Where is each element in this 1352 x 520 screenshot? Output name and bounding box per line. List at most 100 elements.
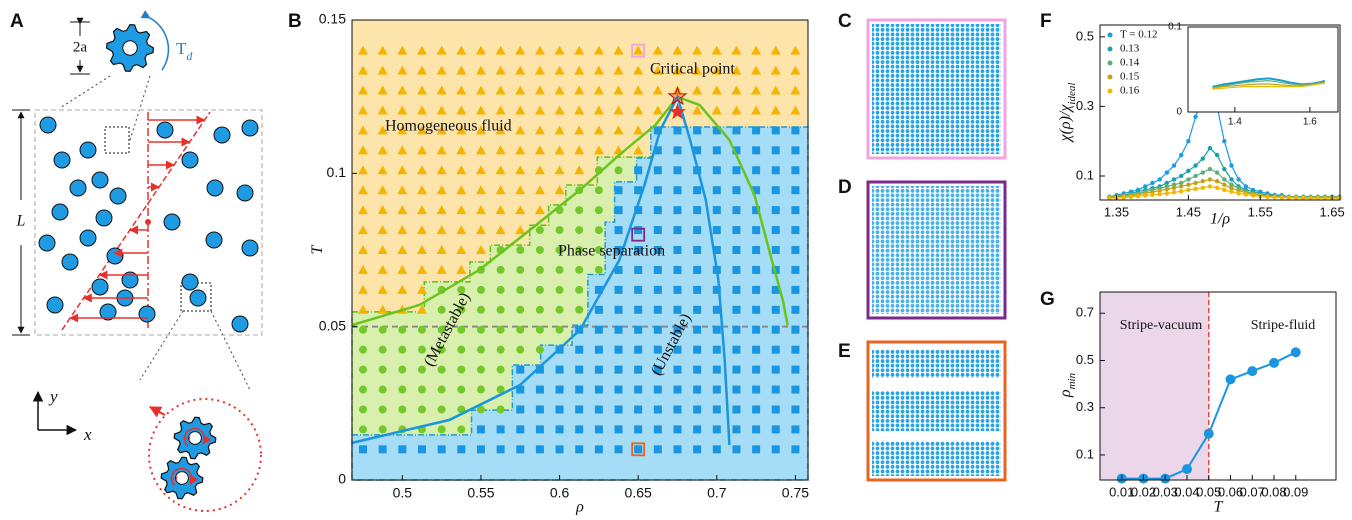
marker-square (791, 305, 800, 314)
marker-circle (359, 365, 368, 374)
legend-marker (1107, 88, 1113, 94)
marker-square (634, 285, 643, 294)
marker-circle (594, 226, 603, 235)
marker-square (752, 246, 761, 254)
marker-circle (457, 405, 466, 414)
data-point (1229, 189, 1234, 194)
particle-stripe (872, 441, 1001, 476)
data-point (1222, 166, 1227, 172)
marker-circle (378, 345, 387, 354)
marker-triangle (358, 85, 369, 95)
marker-square (712, 425, 721, 434)
plot-frame (1099, 291, 1337, 481)
marker-triangle (436, 165, 447, 175)
marker-circle (516, 265, 525, 274)
marker-square (732, 126, 741, 135)
marker-triangle (495, 125, 506, 135)
marker-triangle (534, 85, 545, 95)
marker-triangle (495, 85, 506, 95)
marker-triangle (397, 185, 408, 195)
marker-square (614, 265, 623, 274)
marker-square (555, 385, 564, 394)
marker-square (771, 285, 780, 294)
data-point (1171, 185, 1177, 191)
marker-circle (614, 166, 623, 175)
marker-square (634, 265, 643, 274)
marker-circle (575, 206, 584, 215)
marker-triangle (574, 65, 585, 75)
marker-circle (496, 285, 505, 294)
axis-y: y (48, 387, 58, 406)
marker-triangle (377, 165, 388, 175)
marker-square (771, 166, 780, 175)
marker-triangle (672, 65, 683, 75)
data-point (1193, 186, 1198, 192)
data-point (1157, 191, 1162, 197)
marker-circle (417, 345, 426, 354)
marker-square (693, 186, 702, 195)
marker-square (594, 285, 603, 294)
particle (163, 213, 181, 231)
marker-circle (476, 385, 485, 394)
x-tick-label: 0.7 (707, 485, 727, 501)
marker-square (712, 246, 721, 254)
marker-square (752, 146, 761, 155)
marker-square (752, 445, 761, 454)
marker-circle (555, 285, 564, 294)
marker-square (693, 405, 702, 414)
data-point (1121, 195, 1126, 200)
marker-square (771, 246, 780, 254)
marker-square (693, 445, 702, 454)
torque-arrow (140, 10, 170, 71)
marker-square (634, 305, 643, 314)
x-tick-label: 0.02 (1131, 484, 1156, 499)
marker-circle (516, 285, 525, 294)
legend-label: 0.14 (1120, 57, 1140, 69)
marker-triangle (456, 45, 467, 55)
marker-triangle (358, 145, 369, 155)
panel-label: G (1040, 289, 1055, 310)
marker-triangle (534, 45, 545, 55)
legend-label: 0.15 (1120, 71, 1140, 83)
x-tick-label: 0.01 (1109, 484, 1134, 499)
gear-size: 2a (73, 39, 88, 55)
marker-square (673, 385, 682, 394)
marker-triangle (358, 45, 369, 55)
marker-triangle (377, 264, 388, 274)
zoom-box (104, 126, 130, 154)
marker-circle (575, 285, 584, 294)
marker-square (732, 186, 741, 195)
marker-square (653, 186, 662, 195)
data-point (1207, 166, 1213, 172)
marker-circle (457, 385, 466, 394)
marker-triangle (358, 304, 369, 314)
data-point (1229, 182, 1234, 187)
marker-triangle (456, 165, 467, 175)
marker-triangle (495, 185, 506, 195)
particle (181, 151, 199, 169)
marker-triangle (790, 105, 801, 115)
marker-triangle (515, 225, 526, 235)
gear-hole (175, 471, 189, 485)
marker-triangle (358, 245, 369, 254)
marker-square (594, 425, 603, 434)
marker-triangle (397, 125, 408, 135)
particle-stripe (872, 391, 1001, 431)
marker-square (752, 226, 761, 235)
marker-square (594, 405, 603, 414)
data-point (1164, 191, 1170, 196)
x-tick-label: 0.09 (1283, 484, 1308, 499)
marker-square (732, 305, 741, 314)
plot-area (1188, 27, 1338, 112)
marker-square (614, 445, 623, 454)
data-point (1236, 177, 1241, 182)
marker-triangle (554, 145, 565, 155)
panel-label: D (838, 177, 852, 198)
marker-triangle (436, 264, 447, 274)
particle (99, 303, 117, 321)
marker-square (614, 226, 623, 235)
data-point (1164, 180, 1170, 186)
marker-triangle (416, 45, 427, 55)
marker-triangle (593, 85, 604, 95)
particle (79, 229, 97, 247)
